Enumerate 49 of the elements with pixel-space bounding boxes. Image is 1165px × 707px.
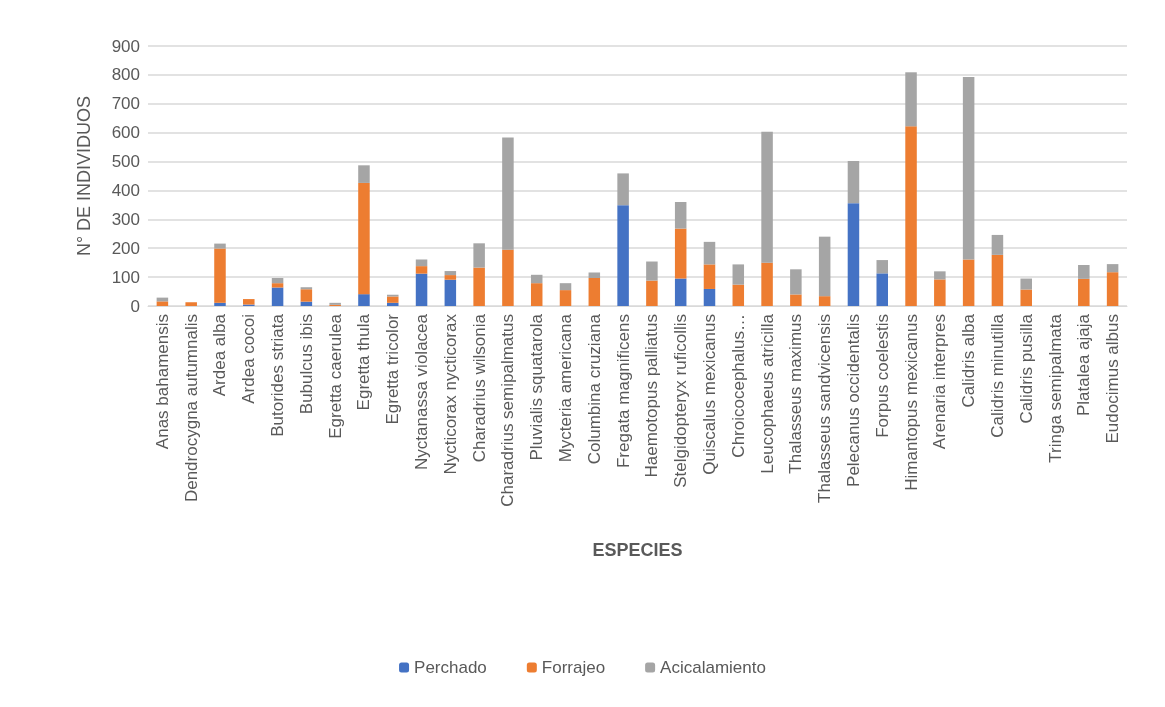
x-tick-label: Columbina cruziana	[584, 313, 604, 465]
y-tick-label: 300	[111, 209, 140, 229]
x-tick-label: Arenaria interpres	[930, 314, 950, 450]
x-tick-label: Calidris pusilla	[1016, 313, 1036, 424]
x-tick-label: Quiscalus mexicanus	[699, 314, 719, 475]
y-tick-label: 100	[111, 267, 140, 287]
x-tick-label: Bubulcus ibis	[296, 314, 316, 415]
x-tick-label: Calidris alba	[959, 313, 979, 408]
x-tick-label: Anas bahamensis	[152, 314, 172, 450]
y-tick-label: 200	[111, 238, 140, 258]
x-tick-label: Ardea cocoi	[239, 314, 259, 404]
y-tick-label: 800	[111, 65, 140, 85]
x-tick-label: Pelecanus occidentalis	[843, 314, 863, 487]
x-tick-label: Ardea alba	[210, 313, 230, 397]
y-tick-label: 400	[111, 180, 140, 200]
x-tick-label: Eudocimus albus	[1103, 314, 1123, 444]
x-tick-label: Mycteria americana	[556, 313, 576, 463]
x-tick-label: Egretta caerulea	[325, 313, 345, 439]
x-tick-label: Calidris minutilla	[987, 313, 1007, 438]
legend-label: Perchado	[414, 658, 487, 677]
x-tick-label: Pluvialis squatarola	[527, 313, 547, 461]
x-tick-label: Platalea ajaja	[1074, 313, 1094, 417]
x-tick-label: Thalasseus sandvicensis	[815, 314, 835, 503]
x-tick-label: Nycticorax nycticorax	[440, 313, 460, 475]
legend-label: Acicalamiento	[660, 658, 766, 677]
x-tick-label: Forpus coelestis	[872, 314, 892, 438]
x-tick-label: Thalasseus maximus	[786, 314, 806, 474]
y-tick-label: 500	[111, 152, 140, 172]
x-tick-label: Butorides striata	[268, 313, 288, 437]
x-tick-label: Nyctanassa violacea	[412, 313, 432, 470]
y-tick-label: 600	[111, 123, 140, 143]
x-tick-label: Haemotopus palliatus	[642, 314, 662, 478]
x-axis-title: ESPECIES	[592, 540, 683, 560]
legend-label: Forrajeo	[541, 658, 606, 677]
x-tick-label: Egretta tricolor	[383, 313, 403, 425]
x-tick-label: Himantopus mexicanus	[901, 314, 921, 491]
x-tick-label: Dendrocygna autumnalis	[181, 314, 201, 503]
x-tick-label: Fregata magnificens	[613, 314, 633, 469]
x-tick-label: Chroicocephalus…	[728, 314, 748, 458]
y-tick-label: 700	[111, 94, 140, 114]
x-tick-label: Egretta thula	[354, 313, 374, 411]
y-axis-title: N° DE INDIVIDUOS	[74, 95, 94, 257]
x-tick-label: Tringa semipalmata	[1045, 313, 1065, 463]
x-tick-label: Charadrius semipalmatus	[498, 314, 518, 507]
x-tick-label: Leucophaeus atricilla	[757, 313, 777, 474]
x-tick-label: Charadrius wilsonia	[469, 313, 489, 463]
y-tick-label: 0	[130, 296, 140, 316]
x-tick-label: Stelgidopteryx ruficollis	[671, 314, 691, 488]
y-tick-label: 900	[111, 36, 140, 56]
